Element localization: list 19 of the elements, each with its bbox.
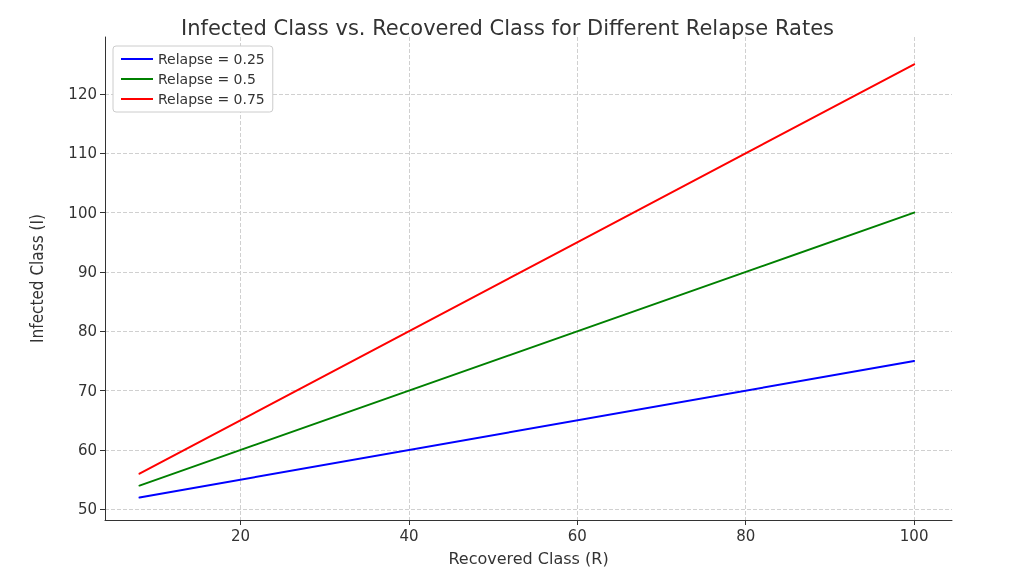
legend-label: Relapse = 0.25 (158, 51, 265, 67)
x-tick-label: 60 (567, 526, 587, 545)
chart-title: Infected Class vs. Recovered Class for Different Relapse Rates (181, 15, 834, 40)
y-tick-label: 50 (77, 500, 97, 519)
legend-label: Relapse = 0.5 (158, 71, 256, 87)
x-tick-label: 100 (899, 526, 929, 545)
y-tick-label: 80 (77, 322, 97, 341)
x-tick-label: 20 (231, 526, 251, 545)
x-tick-label: 40 (399, 526, 419, 545)
x-tick-label: 80 (736, 526, 756, 545)
y-tick-label: 60 (77, 440, 97, 459)
y-tick-label: 100 (68, 203, 97, 222)
y-tick-label: 90 (77, 262, 97, 281)
y-tick-label: 110 (68, 144, 97, 163)
y-tick-label: 70 (77, 381, 97, 400)
legend-label: Relapse = 0.75 (158, 91, 265, 107)
y-axis-title: Infected Class (I) (26, 214, 47, 343)
x-axis-title: Recovered Class (R) (448, 548, 609, 568)
y-tick-label: 120 (68, 84, 97, 103)
